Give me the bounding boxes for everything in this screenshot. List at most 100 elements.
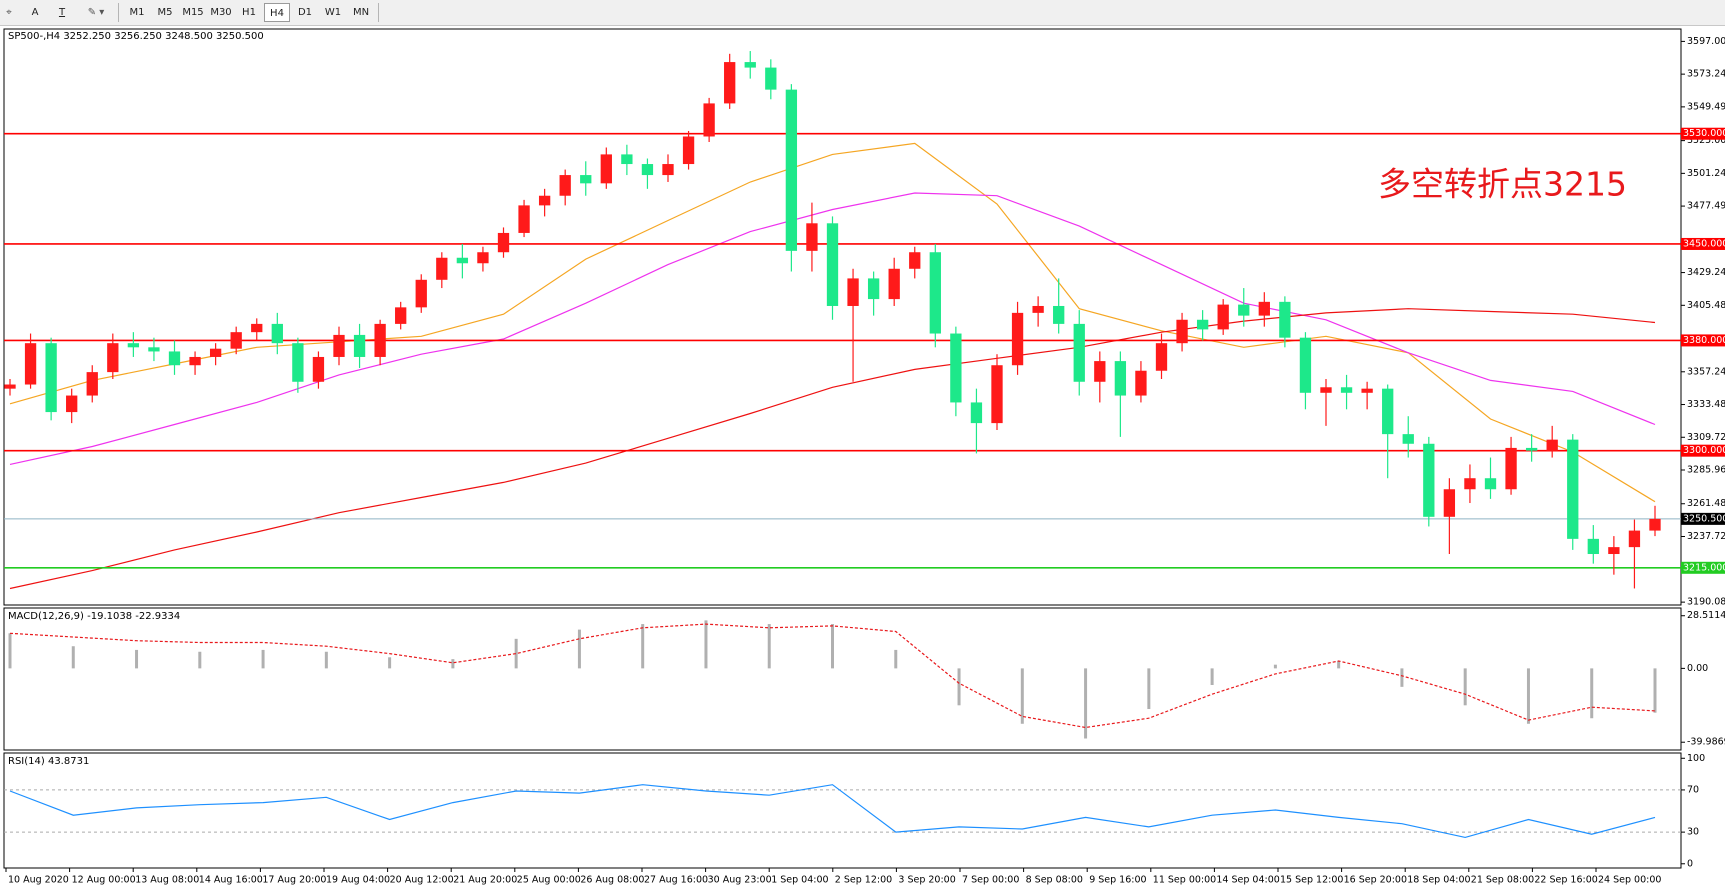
y-tick-label: 30 bbox=[1687, 827, 1699, 838]
moving-average bbox=[9, 142, 1656, 503]
label-tool[interactable]: T bbox=[58, 7, 66, 18]
timeframe-button[interactable]: MN bbox=[352, 7, 370, 18]
candle-body bbox=[45, 343, 57, 413]
timeframe-button[interactable]: M30 bbox=[210, 7, 232, 18]
candle-body bbox=[148, 347, 160, 352]
x-tick-label: 14 Aug 16:00 bbox=[199, 875, 263, 886]
rsi-title: RSI(14) 43.8731 bbox=[8, 756, 89, 767]
x-tick-label: 24 Sep 00:00 bbox=[1598, 875, 1661, 886]
timeframe-button[interactable]: M5 bbox=[157, 7, 173, 18]
candle-body bbox=[867, 278, 880, 300]
candle-body bbox=[662, 164, 674, 176]
y-tick-label: 3357.240 bbox=[1687, 366, 1725, 377]
candle-body bbox=[1546, 439, 1558, 451]
candle-body bbox=[1320, 387, 1332, 393]
candle-body bbox=[209, 348, 222, 357]
y-tick-label: 3405.480 bbox=[1687, 300, 1725, 311]
candle-body bbox=[1155, 343, 1168, 371]
level-label: 3530.000 bbox=[1683, 128, 1725, 139]
candle-body bbox=[826, 223, 839, 306]
candle-body bbox=[1279, 301, 1291, 338]
candle-body bbox=[66, 395, 78, 413]
level-label: 3300.000 bbox=[1683, 445, 1725, 456]
candle-body bbox=[1608, 547, 1620, 555]
y-tick-label: 100 bbox=[1687, 753, 1705, 764]
candle-body bbox=[127, 343, 140, 348]
x-tick-label: 20 Aug 12:00 bbox=[390, 875, 454, 886]
y-tick-label: 3477.490 bbox=[1687, 201, 1725, 212]
candle-body bbox=[559, 175, 571, 196]
cursor-icon[interactable]: ⌖ bbox=[6, 7, 12, 18]
candle-body bbox=[1567, 439, 1579, 539]
y-tick-label: 3237.720 bbox=[1687, 531, 1725, 542]
candle-body bbox=[703, 103, 715, 137]
candle-body bbox=[251, 323, 263, 333]
timeframe-button[interactable]: H1 bbox=[242, 7, 256, 18]
macd-title: MACD(12,26,9) -19.1038 -22.9334 bbox=[8, 611, 180, 622]
y-tick-label: 70 bbox=[1687, 784, 1699, 795]
text-tool[interactable]: A bbox=[31, 7, 39, 18]
level-label-box bbox=[1681, 561, 1725, 574]
timeframe-button[interactable]: D1 bbox=[297, 7, 313, 18]
y-tick-label: 3333.480 bbox=[1687, 399, 1725, 410]
level-label-box bbox=[1681, 237, 1725, 250]
timeframe-button[interactable]: W1 bbox=[324, 7, 342, 18]
main-panel bbox=[3, 28, 1682, 606]
candle-body bbox=[1505, 447, 1517, 490]
candle-body bbox=[1525, 447, 1538, 451]
y-tick-label: 3525.000 bbox=[1687, 135, 1725, 146]
y-tick-label: -39.9869 bbox=[1687, 737, 1725, 748]
candle-body bbox=[600, 154, 612, 184]
x-tick-label: 21 Aug 20:00 bbox=[453, 875, 517, 886]
y-tick-label: 3190.080 bbox=[1687, 597, 1725, 608]
macd-signal-line bbox=[9, 623, 1656, 729]
level-label-box bbox=[1681, 444, 1725, 457]
level-label-box bbox=[1681, 334, 1725, 347]
candle-body bbox=[580, 175, 592, 184]
shapes-tool[interactable]: ✎ ▾ bbox=[87, 7, 105, 18]
candle-body bbox=[374, 323, 386, 357]
candle-body bbox=[929, 252, 941, 334]
timeframe-button[interactable]: M1 bbox=[129, 7, 145, 18]
candle-body bbox=[1073, 323, 1085, 382]
x-tick-label: 14 Sep 04:00 bbox=[1216, 875, 1279, 886]
candle-body bbox=[1135, 370, 1147, 396]
candle-body bbox=[415, 279, 427, 308]
candle-body bbox=[1628, 530, 1641, 548]
annotation: 多空转折点3215 bbox=[1378, 165, 1627, 204]
level-label: 3380.000 bbox=[1683, 335, 1725, 346]
candle-body bbox=[1258, 301, 1270, 316]
rsi-panel bbox=[3, 752, 1682, 869]
candle-body bbox=[518, 205, 530, 233]
y-tick-label: 0.00 bbox=[1687, 663, 1708, 674]
timeframe-button[interactable]: H4 bbox=[264, 3, 290, 22]
candle-body bbox=[1053, 305, 1065, 324]
y-tick-label: 3501.240 bbox=[1687, 168, 1725, 179]
candle-body bbox=[1011, 312, 1024, 366]
candle-body bbox=[1402, 434, 1414, 444]
candle-body bbox=[1217, 304, 1229, 330]
candle-body bbox=[1361, 388, 1373, 393]
timeframe-button[interactable]: M15 bbox=[182, 7, 204, 18]
x-tick-label: 12 Aug 00:00 bbox=[72, 875, 136, 886]
candle-body bbox=[744, 62, 756, 68]
candle-body bbox=[4, 384, 16, 389]
candle-body bbox=[168, 351, 181, 366]
candle-body bbox=[950, 333, 962, 403]
x-tick-label: 19 Aug 04:00 bbox=[326, 875, 390, 886]
candle-body bbox=[333, 334, 345, 357]
candle-body bbox=[24, 343, 37, 385]
candle-body bbox=[765, 67, 777, 90]
candle-body bbox=[107, 343, 119, 373]
y-tick-label: 3573.240 bbox=[1687, 69, 1725, 80]
rsi-line bbox=[9, 784, 1656, 839]
candle-body bbox=[1443, 489, 1456, 517]
y-tick-label: 3429.240 bbox=[1687, 267, 1725, 278]
x-tick-label: 25 Aug 00:00 bbox=[517, 875, 581, 886]
current-price-label: 3250.500 bbox=[1683, 513, 1725, 524]
y-tick-label: 3597.000 bbox=[1687, 36, 1725, 47]
candle-body bbox=[1340, 387, 1353, 393]
chart: SP500-,H4 3252.250 3256.250 3248.500 325… bbox=[3, 28, 1725, 886]
chart-title: SP500-,H4 3252.250 3256.250 3248.500 325… bbox=[8, 31, 264, 42]
